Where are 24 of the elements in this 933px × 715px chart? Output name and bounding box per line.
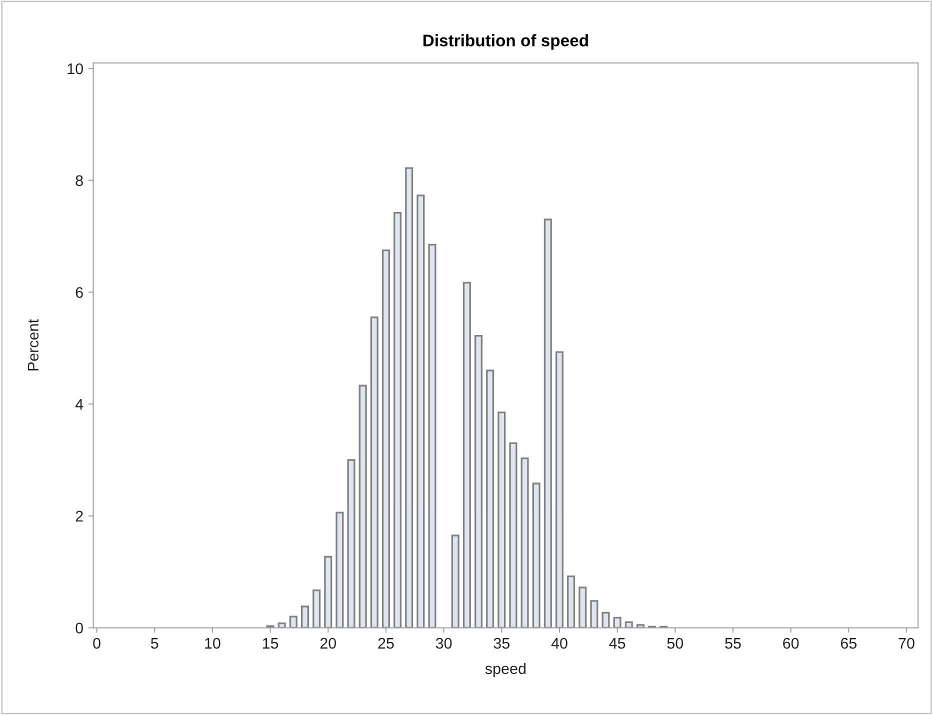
y-tick-label: 10	[68, 63, 83, 74]
x-tick-label: 10	[205, 638, 220, 649]
x-tick-label: 70	[898, 638, 914, 649]
x-tick-label: 15	[262, 638, 278, 649]
x-tick-label: 55	[725, 638, 741, 649]
x-tick-label: 40	[551, 638, 568, 649]
x-tick-label: 5	[150, 638, 158, 649]
y-tick-label: 8	[76, 175, 83, 186]
x-tick-label: 65	[840, 638, 857, 649]
y-axis-title: Percent	[28, 319, 39, 370]
y-tick-label: 4	[75, 399, 84, 410]
x-tick-label: 50	[667, 638, 684, 649]
x-tick-label: 0	[93, 638, 100, 649]
chart-title: Distribution of speed	[423, 34, 588, 50]
x-axis-title: speed	[485, 662, 526, 678]
x-tick-label: 30	[436, 638, 452, 649]
x-tick-label: 25	[378, 638, 394, 649]
y-tick-label: 2	[76, 510, 83, 522]
x-tick-label: 60	[783, 638, 799, 649]
y-tick-label: 6	[76, 287, 83, 298]
x-tick-label: 45	[609, 638, 626, 649]
x-tick-label: 20	[320, 638, 336, 649]
x-tick-label: 35	[494, 638, 510, 649]
y-tick-label: 0	[76, 622, 83, 634]
